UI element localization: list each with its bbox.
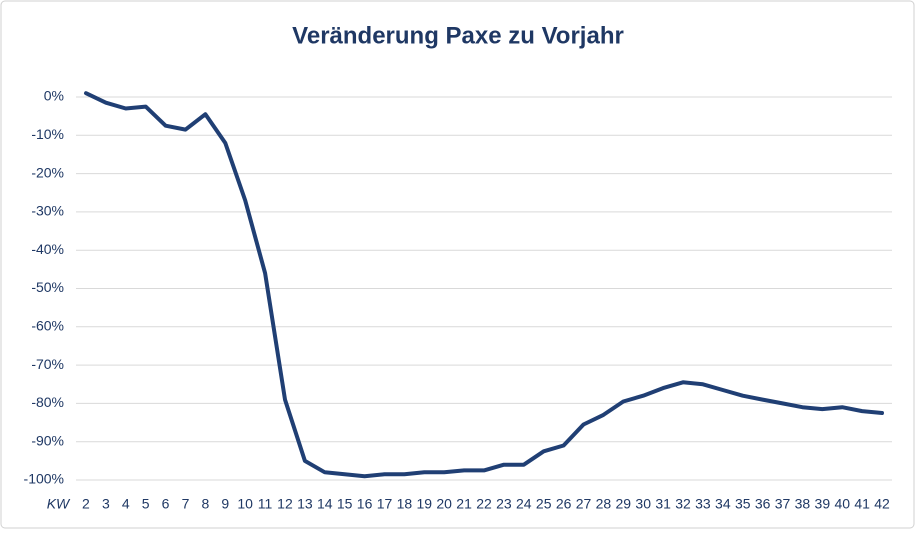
x-tick-label: 37 bbox=[775, 496, 791, 512]
x-tick-label: 19 bbox=[417, 496, 433, 512]
x-tick-label: 8 bbox=[201, 496, 209, 512]
x-tick-label: 41 bbox=[854, 496, 870, 512]
x-tick-label: 21 bbox=[456, 496, 472, 512]
x-tick-label: 40 bbox=[834, 496, 850, 512]
x-tick-label: 23 bbox=[496, 496, 512, 512]
x-tick-label: 16 bbox=[357, 496, 373, 512]
x-tick-label: 14 bbox=[317, 496, 333, 512]
x-tick-label: 38 bbox=[795, 496, 811, 512]
x-tick-label: 27 bbox=[576, 496, 592, 512]
x-tick-label: 4 bbox=[122, 496, 130, 512]
y-tick-label: -30% bbox=[31, 203, 64, 219]
y-tick-label: 0% bbox=[44, 88, 64, 104]
x-tick-label: 10 bbox=[237, 496, 253, 512]
data-line bbox=[84, 91, 884, 479]
x-tick-label: 22 bbox=[476, 496, 492, 512]
x-tick-label: 15 bbox=[337, 496, 353, 512]
x-tick-label: 9 bbox=[221, 496, 229, 512]
y-tick-label: -90% bbox=[31, 432, 64, 448]
x-tick-label: 25 bbox=[536, 496, 552, 512]
chart-title: Veränderung Paxe zu Vorjahr bbox=[292, 22, 624, 49]
x-tick-label: 13 bbox=[297, 496, 313, 512]
x-tick-label: 31 bbox=[655, 496, 671, 512]
x-tick-label: 35 bbox=[735, 496, 751, 512]
x-axis-label: KW bbox=[47, 496, 71, 512]
x-tick-label: 18 bbox=[397, 496, 413, 512]
y-tick-label: -20% bbox=[31, 164, 64, 180]
x-tick-label: 26 bbox=[556, 496, 572, 512]
x-tick-label: 33 bbox=[695, 496, 711, 512]
x-tick-label: 39 bbox=[815, 496, 831, 512]
y-tick-label: -100% bbox=[24, 471, 64, 487]
y-tick-label: -50% bbox=[31, 279, 64, 295]
x-tick-label: 28 bbox=[596, 496, 612, 512]
y-tick-label: -70% bbox=[31, 356, 64, 372]
y-tick-label: -60% bbox=[31, 318, 64, 334]
x-tick-label: 3 bbox=[102, 496, 110, 512]
y-tick-label: -80% bbox=[31, 394, 64, 410]
x-tick-label: 2 bbox=[82, 496, 90, 512]
x-tick-label: 29 bbox=[616, 496, 632, 512]
x-tick-label: 24 bbox=[516, 496, 532, 512]
x-tick-label: 30 bbox=[635, 496, 651, 512]
x-tick-label: 11 bbox=[258, 496, 273, 512]
y-tick-label: -40% bbox=[31, 241, 64, 257]
x-tick-label: 6 bbox=[162, 496, 170, 512]
x-tick-label: 34 bbox=[715, 496, 731, 512]
x-tick-label: 32 bbox=[675, 496, 691, 512]
x-tick-label: 20 bbox=[436, 496, 452, 512]
x-tick-label: 5 bbox=[142, 496, 150, 512]
x-tick-label: 36 bbox=[755, 496, 771, 512]
x-tick-label: 42 bbox=[874, 496, 890, 512]
x-tick-label: 17 bbox=[377, 496, 393, 512]
x-tick-label: 12 bbox=[277, 496, 293, 512]
y-tick-label: -10% bbox=[31, 126, 64, 142]
x-tick-label: 7 bbox=[182, 496, 190, 512]
